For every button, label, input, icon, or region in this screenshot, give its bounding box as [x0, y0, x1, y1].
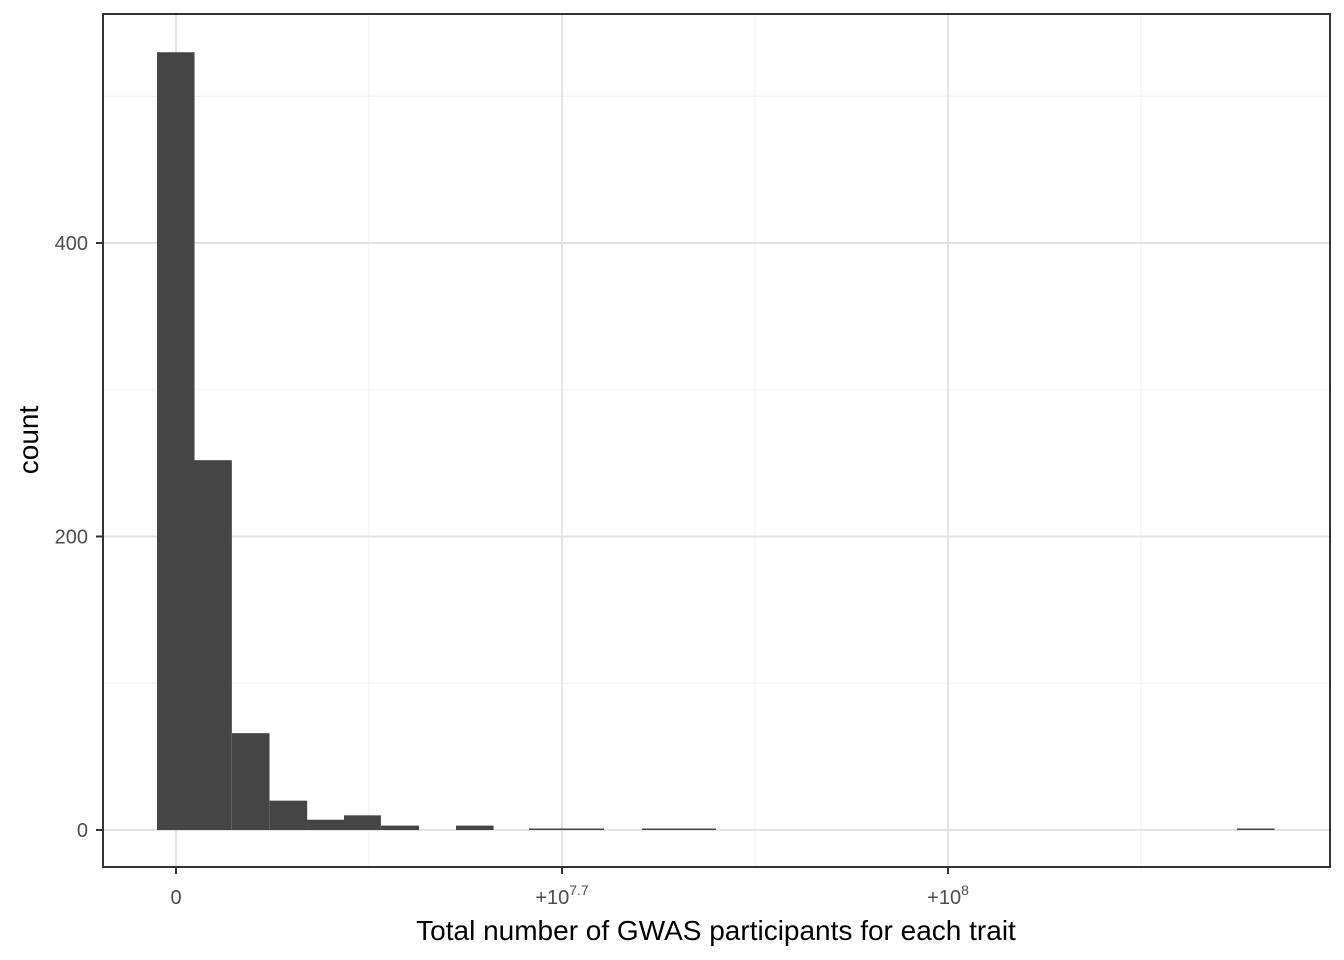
y-tick-label: 0 — [77, 820, 88, 842]
histogram-bar — [529, 828, 567, 830]
histogram-bar — [642, 828, 679, 830]
y-axis-tick-labels: 0 200 400 — [55, 233, 88, 842]
histogram-bar — [1236, 828, 1275, 830]
histogram-bar — [343, 815, 381, 830]
x-tick-label: 0 — [170, 887, 181, 909]
histogram-bar — [566, 828, 605, 830]
y-tick-label: 200 — [55, 527, 88, 549]
x-tick-label: +107.7 — [535, 882, 589, 909]
histogram-bar — [194, 460, 232, 830]
histogram-bar — [269, 800, 308, 830]
plot-panel — [103, 14, 1330, 867]
histogram-bars — [156, 52, 1275, 831]
gridlines-minor — [103, 14, 1330, 867]
x-tick-label: +108 — [927, 882, 969, 909]
x-axis-tick-labels: 0 +107.7 +108 — [170, 882, 969, 909]
x-axis-title: Total number of GWAS participants for ea… — [416, 915, 1016, 946]
histogram-bar — [456, 825, 494, 830]
histogram-bar — [678, 828, 716, 830]
histogram-bar — [381, 825, 420, 830]
axis-tick-marks — [96, 242, 950, 874]
y-tick-label: 400 — [55, 233, 88, 255]
histogram-bar — [307, 819, 344, 830]
histogram-bar — [231, 733, 270, 830]
histogram-bar — [156, 52, 195, 831]
y-axis-title: count — [13, 406, 44, 475]
panel-border — [102, 13, 1331, 868]
